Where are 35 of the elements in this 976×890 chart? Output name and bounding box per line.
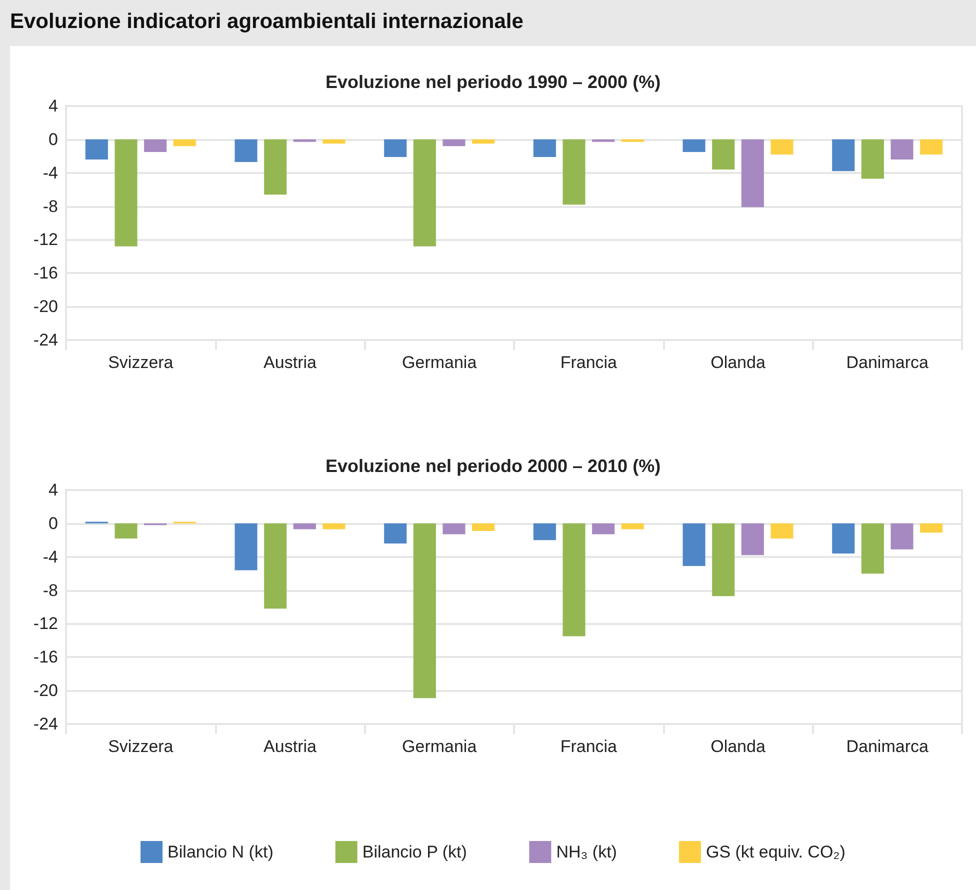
chart-title: Evoluzione nel periodo 2000 – 2010 (%) [325, 456, 661, 476]
x-tick-label: Germania [402, 737, 478, 756]
x-tick-label: Danimarca [846, 737, 929, 756]
y-tick-label: -16 [33, 648, 58, 667]
x-tick-label: Francia [560, 737, 618, 756]
y-tick-label: 4 [48, 480, 58, 500]
x-tick-label: Francia [560, 353, 618, 372]
legend-label: GS (kt equiv. CO₂) [706, 842, 846, 862]
x-tick-label: Austria [264, 353, 317, 372]
y-tick-label: -4 [42, 163, 58, 182]
x-tick-label: Olanda [710, 737, 766, 756]
y-tick-label: -24 [33, 330, 58, 350]
legend-label: NH₃ (kt) [556, 842, 617, 862]
y-tick-label: -12 [33, 230, 58, 250]
y-tick-label: -8 [42, 196, 58, 216]
y-tick-label: -20 [33, 297, 58, 316]
y-tick-label: -4 [42, 547, 58, 566]
chart-subtitle: Evoluzione nel periodo 1990 – 2000 (%) [325, 72, 661, 92]
x-tick-label: Svizzera [108, 353, 174, 372]
y-tick-label: -12 [33, 614, 58, 634]
x-tick-label: Germania [402, 353, 478, 372]
chart-title: Evoluzione indicatori agroambientali internazionale [10, 10, 524, 34]
y-tick-label: -24 [33, 714, 58, 734]
x-tick-label: Austria [264, 737, 317, 756]
x-tick-label: Danimarca [846, 353, 929, 372]
x-tick-label: Olanda [710, 353, 766, 372]
y-tick-label: -20 [33, 681, 58, 700]
x-tick-label: Svizzera [108, 737, 174, 756]
y-tick-label: 4 [48, 96, 58, 116]
y-tick-label: -16 [33, 264, 58, 283]
legend-label: Bilancio N (kt) [168, 842, 274, 862]
y-tick-label: -8 [42, 580, 58, 600]
y-tick-label: 0 [48, 130, 58, 149]
legend-label: Bilancio P (kt) [362, 842, 467, 862]
y-tick-label: 0 [48, 514, 58, 533]
